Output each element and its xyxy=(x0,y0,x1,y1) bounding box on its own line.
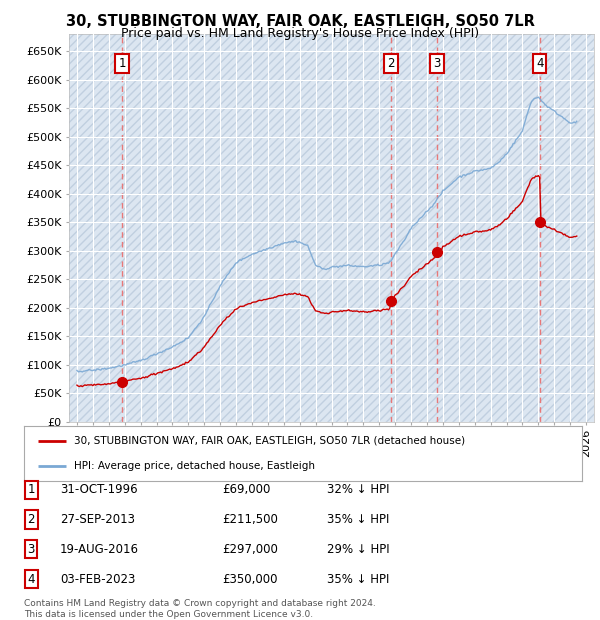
Text: £350,000: £350,000 xyxy=(222,573,277,585)
Text: 27-SEP-2013: 27-SEP-2013 xyxy=(60,513,135,526)
Text: 32% ↓ HPI: 32% ↓ HPI xyxy=(327,484,389,496)
Text: 35% ↓ HPI: 35% ↓ HPI xyxy=(327,573,389,585)
Text: 1: 1 xyxy=(28,484,35,496)
Text: 1: 1 xyxy=(118,56,126,69)
Text: HPI: Average price, detached house, Eastleigh: HPI: Average price, detached house, East… xyxy=(74,461,315,471)
Text: 31-OCT-1996: 31-OCT-1996 xyxy=(60,484,137,496)
Text: 2: 2 xyxy=(28,513,35,526)
Text: 29% ↓ HPI: 29% ↓ HPI xyxy=(327,543,389,556)
Text: 4: 4 xyxy=(536,56,544,69)
Text: £211,500: £211,500 xyxy=(222,513,278,526)
Text: Price paid vs. HM Land Registry's House Price Index (HPI): Price paid vs. HM Land Registry's House … xyxy=(121,27,479,40)
Text: 30, STUBBINGTON WAY, FAIR OAK, EASTLEIGH, SO50 7LR: 30, STUBBINGTON WAY, FAIR OAK, EASTLEIGH… xyxy=(65,14,535,29)
Text: £69,000: £69,000 xyxy=(222,484,271,496)
Text: Contains HM Land Registry data © Crown copyright and database right 2024.
This d: Contains HM Land Registry data © Crown c… xyxy=(24,600,376,619)
Text: £297,000: £297,000 xyxy=(222,543,278,556)
Text: 30, STUBBINGTON WAY, FAIR OAK, EASTLEIGH, SO50 7LR (detached house): 30, STUBBINGTON WAY, FAIR OAK, EASTLEIGH… xyxy=(74,436,466,446)
Text: 19-AUG-2016: 19-AUG-2016 xyxy=(60,543,139,556)
Text: 35% ↓ HPI: 35% ↓ HPI xyxy=(327,513,389,526)
Text: 3: 3 xyxy=(28,543,35,556)
Text: 03-FEB-2023: 03-FEB-2023 xyxy=(60,573,136,585)
Text: 2: 2 xyxy=(387,56,395,69)
Text: 4: 4 xyxy=(28,573,35,585)
Text: 3: 3 xyxy=(433,56,440,69)
